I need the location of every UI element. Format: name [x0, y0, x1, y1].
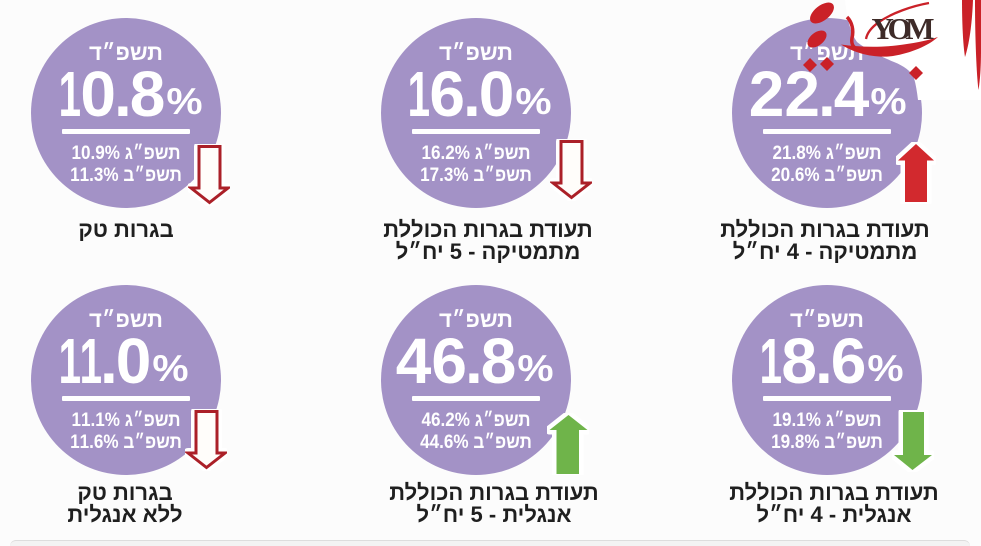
svg-text:YOM: YOM	[872, 11, 935, 46]
